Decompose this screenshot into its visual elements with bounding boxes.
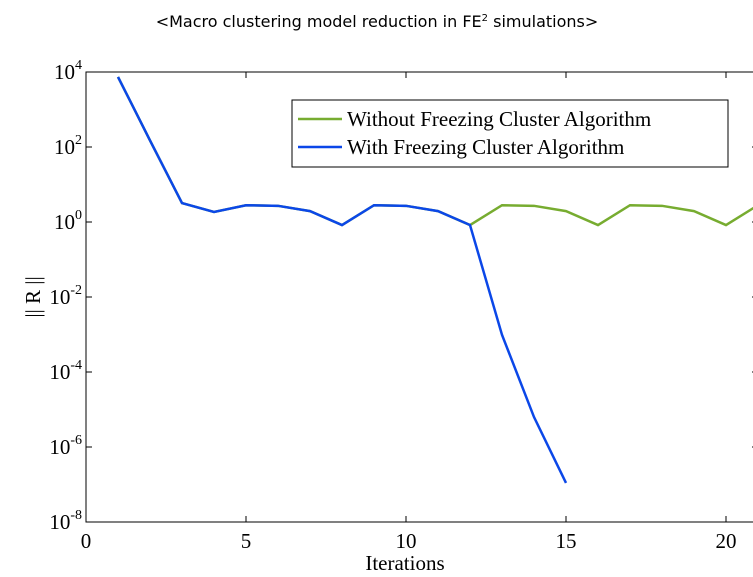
y-tick-exponent: -4 [70,358,82,373]
y-axis-label: || R || [21,276,45,317]
x-tick-label: 10 [396,529,417,553]
chart-title: <Macro clustering model reduction in FE2… [156,12,599,31]
legend-label: Without Freezing Cluster Algorithm [347,107,651,131]
y-tick-exponent: -8 [70,508,82,523]
x-tick-label: 5 [241,529,252,553]
y-tick-base: 10 [49,360,70,384]
x-tick-label: 15 [556,529,577,553]
y-tick-label: 10-8 [49,508,82,534]
y-tick-label: 10-6 [49,433,82,459]
y-tick-exponent: 2 [75,133,82,148]
y-tick-exponent: 0 [75,208,82,223]
title-part: simulations> [488,12,598,31]
legend-box [291,99,729,168]
y-tick-label: 10-2 [49,283,82,309]
y-tick-base: 10 [49,435,70,459]
x-tick-label: 20 [716,529,737,553]
title-part: <Macro clustering model reduction in FE [156,12,482,31]
x-tick-label: 0 [81,529,92,553]
x-axis-label: Iterations [365,551,444,575]
y-tick-label: 102 [54,133,82,159]
y-tick-exponent: -2 [70,283,82,298]
y-tick-base: 10 [54,60,75,84]
title-superscript: 2 [482,13,488,24]
y-tick-label: 10-4 [49,358,82,384]
y-tick-exponent: 4 [75,58,82,73]
legend-label: With Freezing Cluster Algorithm [347,135,624,159]
y-tick-label: 100 [54,208,82,234]
y-tick-label: 104 [54,58,82,84]
y-tick-base: 10 [49,510,70,534]
y-tick-base: 10 [49,285,70,309]
y-tick-base: 10 [54,135,75,159]
y-tick-exponent: -6 [70,433,82,448]
series-line [116,76,568,484]
y-tick-base: 10 [54,210,75,234]
